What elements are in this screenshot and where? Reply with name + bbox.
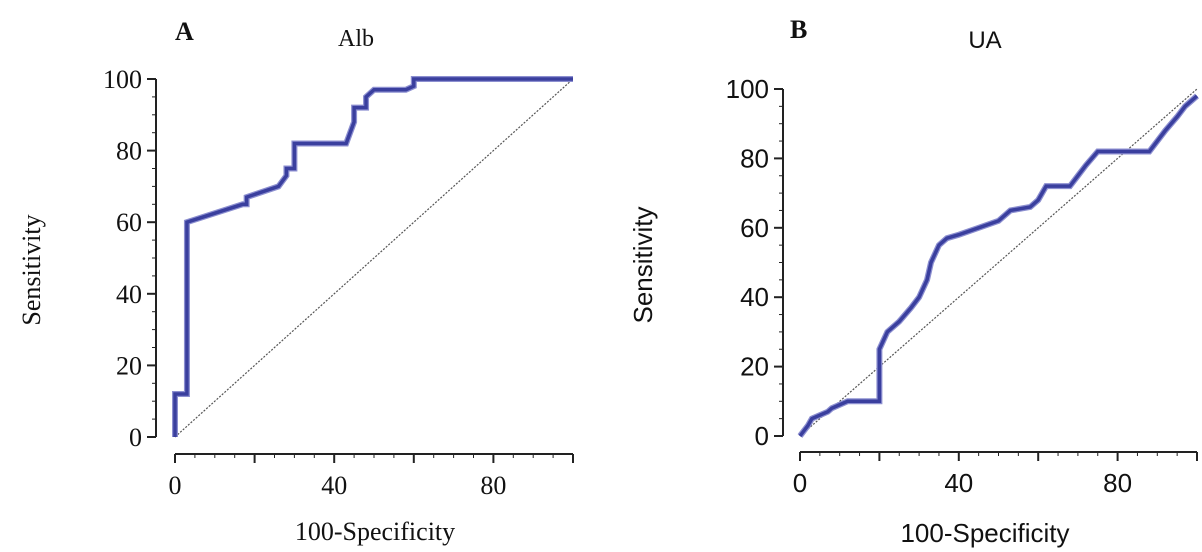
panel-b-y-tick-label: 100 xyxy=(726,74,769,104)
panel-b-x-tick-label: 80 xyxy=(1103,468,1132,498)
panel-b-label: B xyxy=(790,15,807,44)
panel-b-y-tick-label: 20 xyxy=(740,352,769,382)
panel-b-title: UA xyxy=(968,27,1001,54)
panel-b-roc-curve-halo xyxy=(797,93,1199,438)
panel-a-x-axis-label: 100-Specificity xyxy=(295,517,455,546)
panel-a-y-tick-label: 0 xyxy=(129,423,142,452)
panel-b-x-tick-label: 0 xyxy=(793,468,807,498)
panel-a-y-tick-label: 80 xyxy=(116,137,142,166)
panel-a-x-tick-label: 80 xyxy=(480,471,506,500)
panel-b-plot-area: 0 20 40 60 80 100 0 40 80 xyxy=(726,74,1199,498)
panel-a-y-tick-label: 20 xyxy=(116,351,142,380)
panel-b-roc-curve xyxy=(798,94,1199,438)
panel-a-plot-area: 0 20 40 60 80 100 0 40 80 xyxy=(103,65,574,500)
panel-a-label: A xyxy=(175,17,194,46)
panel-b-ua: B UA Sensitivity 100-Specificity 0 20 40 60… xyxy=(628,15,1199,548)
panel-b-x-axis-label: 100-Specificity xyxy=(900,518,1069,548)
panel-a-alb: A Alb Sensitivity 100-Specificity 0 20 40 6… xyxy=(17,17,574,546)
panel-b-y-tick-label: 60 xyxy=(740,213,769,243)
panel-a-title: Alb xyxy=(338,26,374,52)
panel-a-roc-curve xyxy=(173,77,573,437)
panel-a-x-tick-label: 40 xyxy=(321,471,347,500)
panel-a-y-tick-label: 40 xyxy=(116,280,142,309)
panel-a-y-tick-label: 100 xyxy=(103,65,142,94)
panel-b-y-tick-label: 0 xyxy=(755,421,769,451)
panel-b-x-tick-label: 40 xyxy=(944,468,973,498)
panel-b-reference-diagonal xyxy=(799,88,1198,437)
panel-a-y-axis-label: Sensitivity xyxy=(17,214,46,325)
panel-b-y-tick-label: 40 xyxy=(740,282,769,312)
panel-b-y-tick-label: 80 xyxy=(740,143,769,173)
panel-a-reference-diagonal xyxy=(174,78,574,438)
panel-b-y-axis-label: Sensitivity xyxy=(628,206,658,323)
panel-a-x-tick-label: 0 xyxy=(169,471,182,500)
panel-a-y-tick-label: 60 xyxy=(116,208,142,237)
